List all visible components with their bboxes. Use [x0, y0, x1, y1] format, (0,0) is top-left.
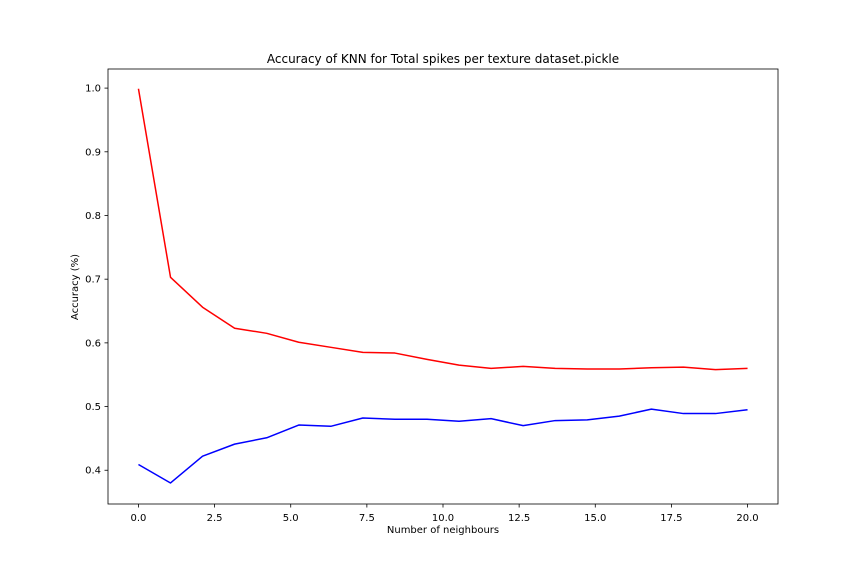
x-tick-label: 17.5 — [660, 513, 682, 524]
x-tick-label: 20.0 — [736, 513, 758, 524]
y-tick-label: 0.7 — [85, 275, 101, 286]
plot-frame — [107, 68, 779, 505]
y-tick-label: 0.5 — [85, 402, 101, 413]
x-tick-label: 5.0 — [283, 513, 299, 524]
y-tick-label: 0.6 — [85, 338, 101, 349]
ticks-layer: 0.0 2.5 5.0 7.5 10.0 12.5 15.0 17.5 20.0 0.4 0.5 0.… — [85, 84, 759, 524]
x-tick-label: 7.5 — [359, 513, 375, 524]
x-tick-label: 10.0 — [432, 513, 454, 524]
series-layer — [137, 88, 748, 484]
y-tick-label: 1.0 — [85, 84, 101, 95]
y-tick-label: 0.4 — [85, 466, 101, 477]
series-line-1 — [137, 88, 748, 371]
chart-title: Accuracy of KNN for Total spikes per tex… — [267, 52, 619, 66]
y-axis-label: Accuracy (%) — [70, 254, 81, 320]
x-tick-label: 2.5 — [207, 513, 223, 524]
y-tick-label: 0.8 — [85, 211, 101, 222]
x-axis-label: Number of neighbours — [387, 525, 499, 536]
x-tick-label: 12.5 — [508, 513, 530, 524]
series-line-2 — [138, 408, 748, 484]
x-tick-label: 15.0 — [584, 513, 606, 524]
y-tick-label: 0.9 — [85, 147, 101, 158]
x-tick-label: 0.0 — [131, 513, 147, 524]
